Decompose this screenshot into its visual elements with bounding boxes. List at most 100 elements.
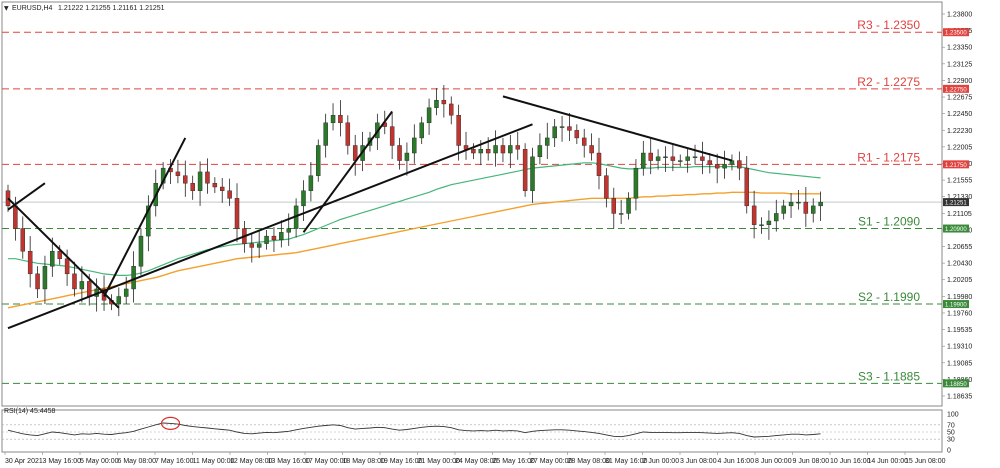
candle-body <box>434 99 439 108</box>
candle <box>596 137 602 190</box>
candle-body <box>35 273 40 290</box>
candle-body <box>308 175 314 191</box>
x-tick-label: 18 May 08:00 <box>343 458 386 465</box>
candle <box>426 98 432 135</box>
candle-body <box>72 273 77 290</box>
y-tick-label: 1.22675 <box>947 95 972 102</box>
candle-body <box>205 171 210 184</box>
x-tick-label: 13 May 16:00 <box>268 458 311 465</box>
y-tick-label: 1.19760 <box>947 310 972 317</box>
y-tick-label: 1.19310 <box>947 344 972 351</box>
candle-body <box>249 243 255 248</box>
candle-body <box>175 171 181 176</box>
y-tick-label: 1.19980 <box>947 294 972 301</box>
candle-body <box>79 281 85 290</box>
x-tick-label: 31 May 16:00 <box>605 458 648 465</box>
candle <box>685 147 690 173</box>
candle-body <box>227 190 232 199</box>
candle-body <box>663 156 668 159</box>
candle-body <box>57 250 62 259</box>
candle <box>138 228 144 276</box>
y-tick-label: 1.21555 <box>947 178 972 185</box>
rsi-header-label: RSI(14) 45.4458 <box>4 408 55 415</box>
x-tick-label: 4 Jun 16:00 <box>718 458 755 465</box>
candle-body <box>500 145 506 154</box>
candle <box>220 177 225 203</box>
candle-body <box>633 167 639 199</box>
candle <box>810 198 816 223</box>
level-tag-r2 <box>943 84 969 93</box>
candle-body <box>522 149 528 191</box>
candle-body <box>426 107 432 124</box>
candle <box>803 187 809 228</box>
candle-body <box>559 126 565 128</box>
candle-body <box>626 198 631 214</box>
candle-body <box>707 160 713 165</box>
x-tick-label: 9 Jun 08:00 <box>793 458 830 465</box>
x-tick-label: 28 May 08:00 <box>568 458 611 465</box>
candle-body <box>123 288 129 297</box>
candle <box>700 141 705 175</box>
price-pane-frame <box>1 1 943 407</box>
candle <box>744 156 749 214</box>
candle-body <box>279 232 284 241</box>
y-tick-label: 1.23350 <box>947 45 972 52</box>
candle-body <box>286 228 291 233</box>
candle <box>249 233 255 263</box>
x-tick-label: 17 May 00:00 <box>305 458 348 465</box>
y-tick-label: 1.22450 <box>947 111 972 118</box>
candle-body <box>670 156 676 161</box>
level-tag-r1 <box>943 160 969 169</box>
y-tick-label: 1.20205 <box>947 277 972 284</box>
candle <box>626 192 631 220</box>
ohlc-label: 1.21222 1.21255 1.21161 1.21251 <box>58 5 165 12</box>
candle <box>655 149 661 170</box>
y-tick-label: 1.23800 <box>947 12 972 19</box>
candle-body <box>641 152 646 169</box>
candle-body <box>596 152 602 176</box>
candle-body <box>788 201 794 207</box>
level-label-r2: R2 - 1.2275 <box>857 75 920 89</box>
candle-body <box>316 145 321 176</box>
current-price-text: 1.21251 <box>945 201 967 207</box>
candle <box>500 137 506 163</box>
candle-body <box>737 160 742 169</box>
candle <box>611 187 616 229</box>
x-tick-label: 3 May 16:00 <box>43 458 82 465</box>
x-tick-label: 15 Jun 08:00 <box>905 458 946 465</box>
candle-body <box>796 201 801 204</box>
candle-body <box>700 156 705 161</box>
candle-body <box>714 164 720 169</box>
ma-short-line <box>8 162 821 276</box>
candle <box>545 122 550 160</box>
rsi-highlight-circle <box>160 416 181 430</box>
candle-body <box>338 115 343 124</box>
candle-body <box>197 171 203 191</box>
candle <box>116 287 122 317</box>
candle-body <box>648 152 653 161</box>
y-tick-label: 1.19535 <box>947 327 972 334</box>
candle <box>279 220 284 248</box>
x-tick-label: 6 May 08:00 <box>118 458 157 465</box>
x-tick-label: 25 May 16:00 <box>493 458 536 465</box>
y-tick-label: 1.19085 <box>947 360 972 367</box>
candle <box>574 124 580 144</box>
level-tag-text: 1.23500 <box>945 31 967 37</box>
candle-body <box>537 145 543 158</box>
x-tick-label: 5 May 00:00 <box>80 458 119 465</box>
candle-body <box>131 266 136 290</box>
candle-body <box>744 167 749 207</box>
x-tick-label: 12 May 08:00 <box>230 458 273 465</box>
level-tag-text: 1.22750 <box>945 87 967 93</box>
candle <box>604 168 609 208</box>
candle <box>42 255 48 305</box>
x-axis: 30 Apr 2021 3 May 16:005 May 00:006 May 0… <box>4 452 946 465</box>
candle <box>633 159 639 211</box>
ma-long-line <box>7 191 821 309</box>
candle-body <box>493 145 498 154</box>
y-tick-label: 1.21105 <box>947 211 972 218</box>
x-tick-label: 7 May 16:00 <box>155 458 194 465</box>
candle <box>397 137 402 170</box>
trend-line <box>7 197 120 309</box>
